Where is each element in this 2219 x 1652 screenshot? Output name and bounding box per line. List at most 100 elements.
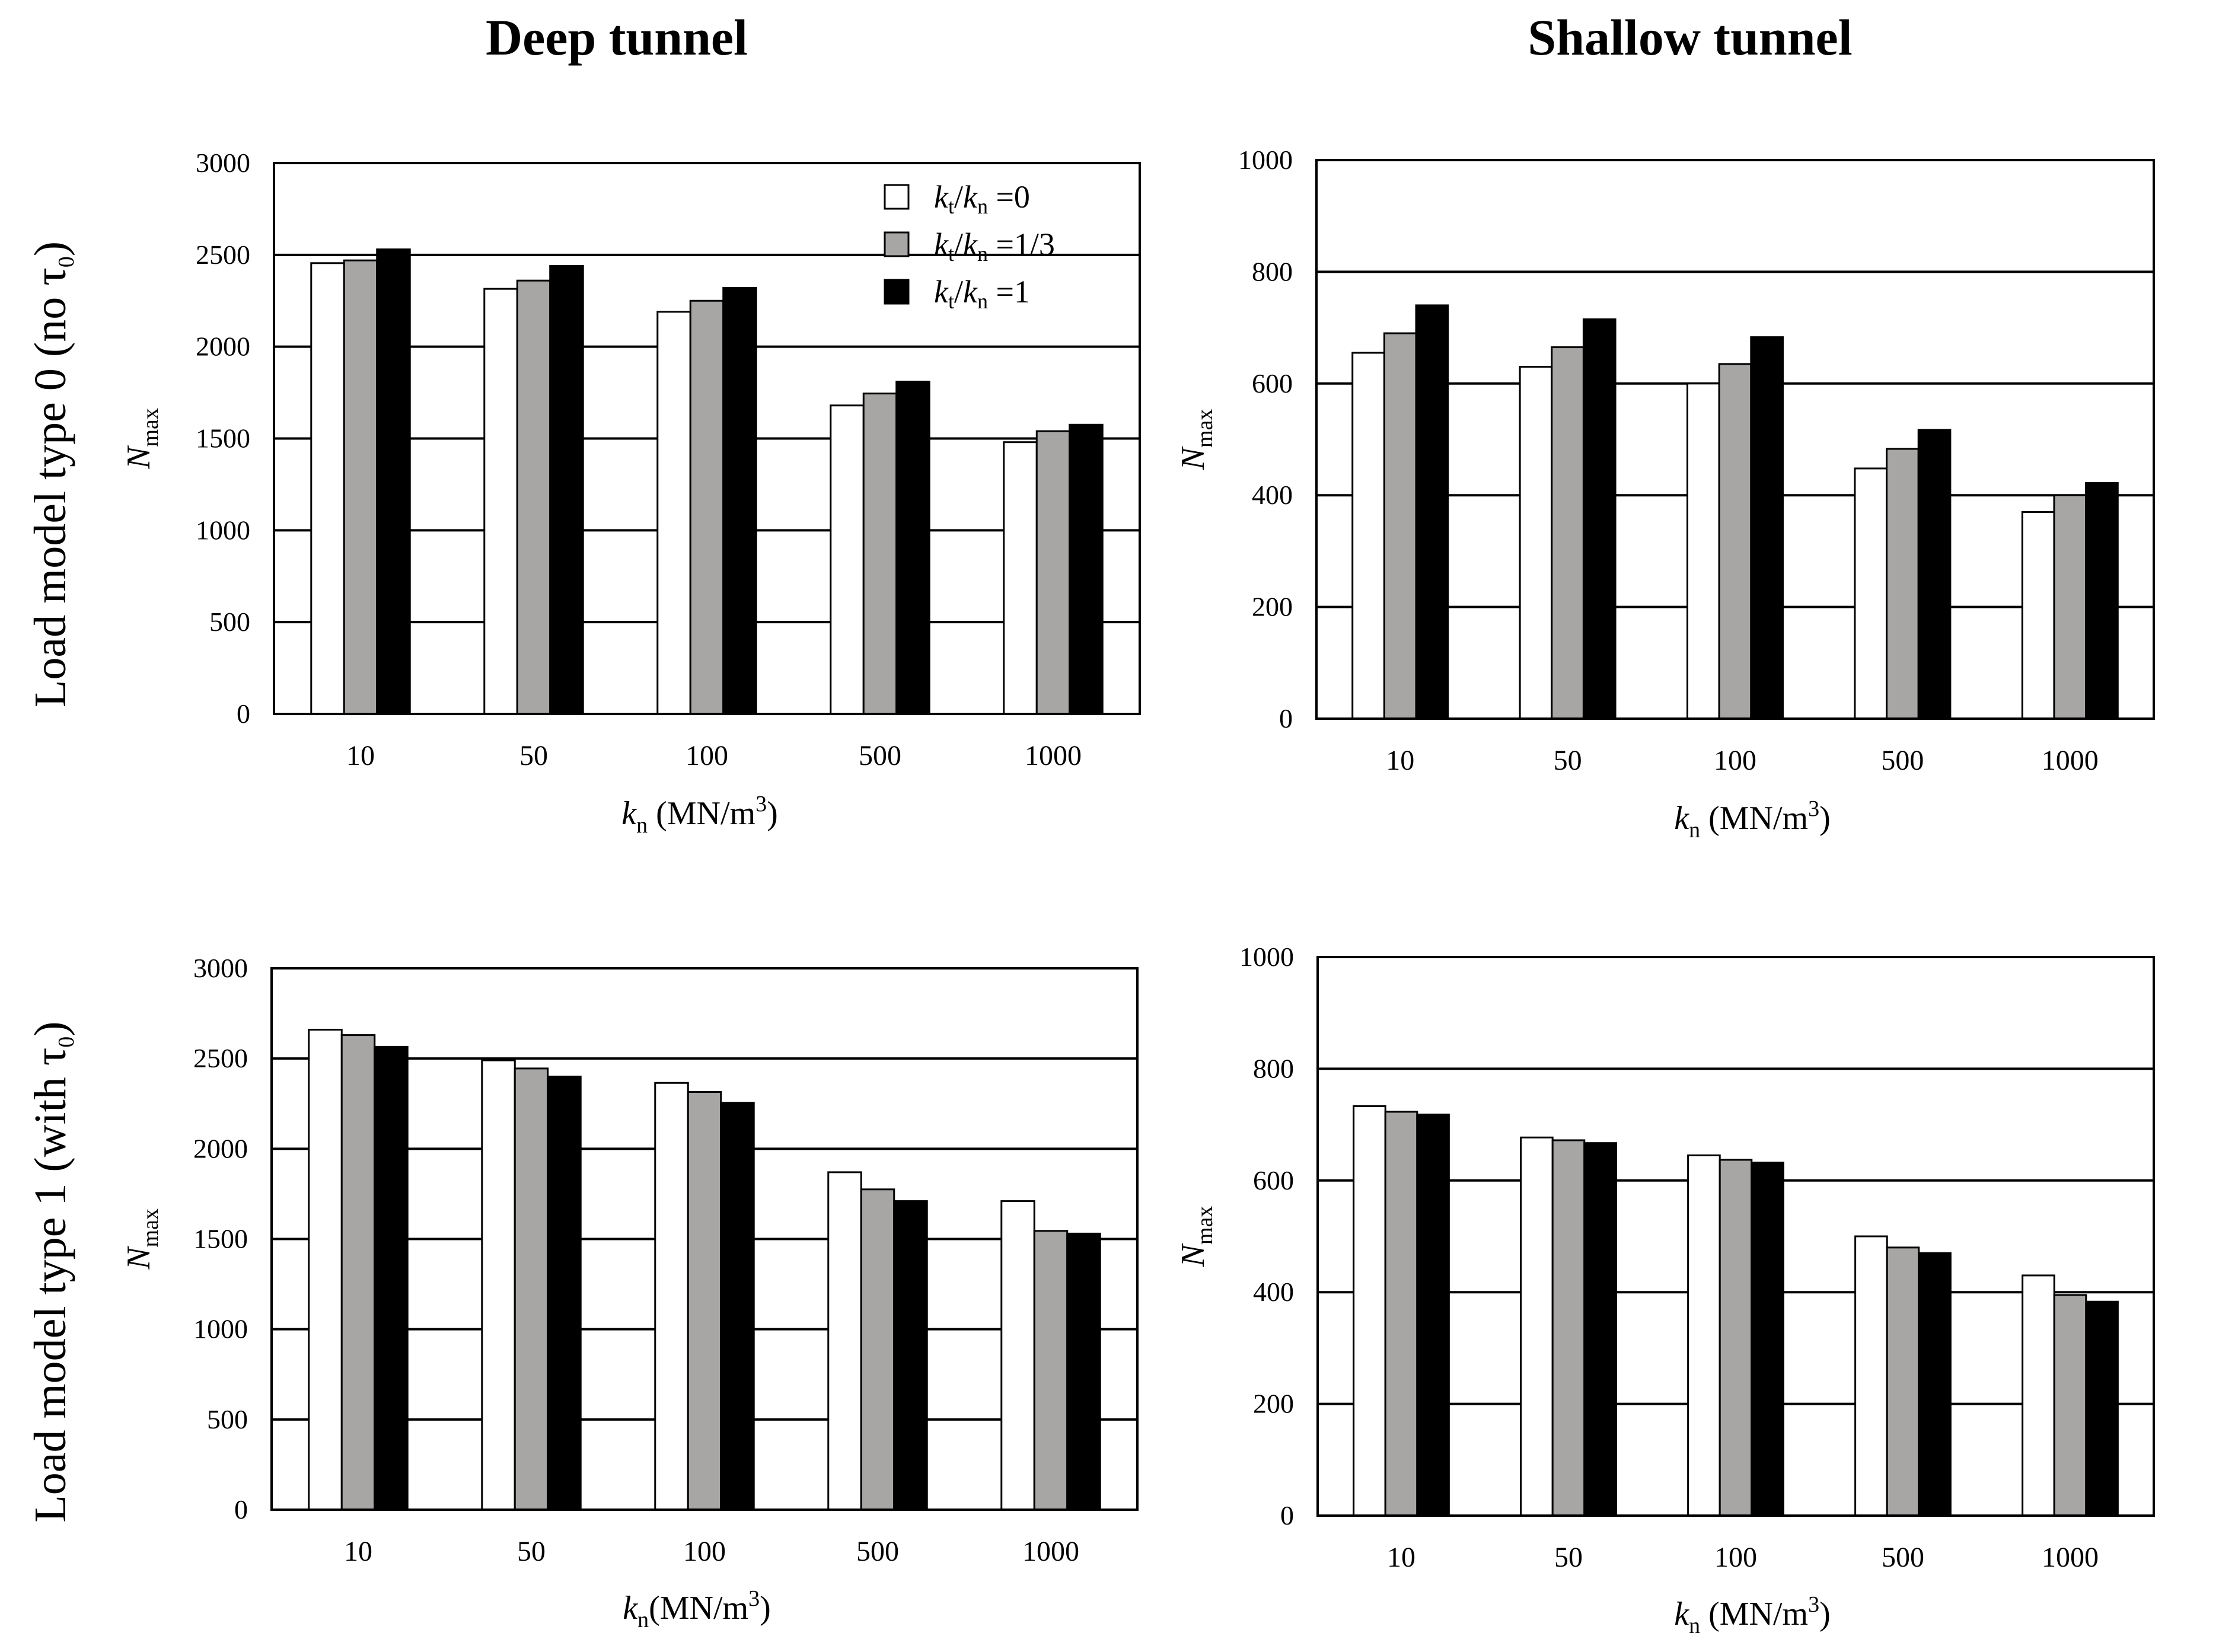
bar-kt-kn-0-1000: [1000, 1200, 1035, 1511]
bar-kt-kn-1-100: [722, 287, 757, 715]
bar-kt-kn-1-500: [895, 381, 930, 715]
chart-shallow-type1: 0 200 400 600 800 1000 10 50 100 500 1000 kn (MN/m3…: [1175, 942, 2155, 1638]
bar-kt-kn-1-1000: [1069, 423, 1104, 715]
bar-kt-kn-1-3-50: [1551, 346, 1584, 720]
legend: kt/kn =0 kt/kn =1/3 kt/kn =1: [884, 179, 1055, 313]
x-tick-label: 10: [1386, 745, 1414, 776]
y-tick-label: 800: [1253, 1053, 1294, 1083]
y-tick-label: 1000: [196, 515, 250, 545]
bar-kt-kn-1-500: [1918, 1252, 1952, 1517]
x-axis-label: kn (MN/m3): [1674, 1592, 1831, 1638]
x-tick-label: 500: [856, 1536, 899, 1567]
bar-kt-kn-1-100: [1750, 336, 1784, 720]
y-tick-label: 800: [1252, 256, 1293, 286]
x-tick-label: 50: [517, 1536, 546, 1567]
bar-kt-kn-1-500: [893, 1200, 928, 1511]
x-tick-label: 50: [1554, 1542, 1583, 1573]
y-tick-label: 200: [1252, 592, 1293, 622]
y-tick-label: 600: [1253, 1165, 1294, 1195]
bar-kt-kn-0-50: [483, 288, 518, 715]
bar-kt-kn-0-10: [308, 1028, 343, 1511]
y-tick-label: 600: [1252, 368, 1293, 398]
y-tick-label: 200: [1253, 1389, 1294, 1419]
x-tick-label: 1000: [1025, 740, 1082, 771]
x-tick-label: 1000: [2042, 1542, 2099, 1573]
bar-kt-kn-1-3-1000: [1035, 430, 1071, 715]
x-tick-label: 500: [1881, 745, 1924, 776]
bar-kt-kn-0-10: [310, 262, 345, 715]
bar-kt-kn-1-3-100: [1719, 1159, 1753, 1517]
x-axis-label: kn (MN/m3): [621, 792, 778, 838]
bar-kt-kn-0-1000: [1003, 441, 1038, 715]
bar-kt-kn-1-3-50: [1551, 1139, 1586, 1517]
bar-kt-kn-0-1000: [2021, 511, 2055, 720]
y-tick-label: 1500: [196, 423, 250, 454]
x-tick-label: 500: [859, 740, 901, 771]
bar-kt-kn-0-500: [1854, 467, 1888, 720]
y-axis-label: Nmax: [120, 408, 163, 470]
bar-kt-kn-0-100: [1686, 382, 1720, 720]
y-tick-label: 1500: [193, 1224, 248, 1254]
bar-kt-kn-0-500: [1854, 1235, 1888, 1517]
column-title-shallow: Shallow tunnel: [1528, 9, 1852, 66]
bar-kt-kn-0-100: [1687, 1154, 1721, 1517]
bar-kt-kn-1-3-10: [343, 259, 378, 715]
plot-frame: [273, 162, 1141, 715]
legend-swatch-2: [884, 279, 910, 305]
bar-kt-kn-0-10: [1351, 352, 1385, 720]
legend-swatch-0: [884, 184, 910, 210]
x-axis-label: kn(MN/m3): [623, 1586, 771, 1632]
legend-label-2: kt/kn =1: [934, 274, 1030, 313]
bar-kt-kn-1-100: [1751, 1162, 1784, 1517]
y-tick-label: 2500: [193, 1043, 248, 1073]
bar-kt-kn-1-3-1000: [2053, 494, 2087, 720]
bar-kt-kn-1-3-10: [1383, 332, 1417, 720]
bar-kt-kn-0-100: [656, 311, 691, 715]
y-tick-label: 3000: [193, 953, 248, 983]
bar-kt-kn-1-1000: [2085, 1300, 2119, 1517]
chart-shallow-type0: 0 200 400 600 800 1000 10 50 100 500 1000 kn (MN/m3…: [1175, 145, 2155, 843]
bar-kt-kn-1-50: [549, 264, 584, 715]
bar-kt-kn-0-100: [654, 1082, 689, 1511]
bar-kt-kn-1-3-100: [1718, 363, 1752, 720]
bar-kt-kn-1-3-10: [340, 1034, 376, 1511]
legend-label-1: kt/kn =1/3: [934, 227, 1055, 266]
bar-kt-kn-1-3-100: [689, 299, 725, 715]
bar-kt-kn-0-10: [1353, 1105, 1386, 1517]
x-tick-label: 100: [686, 740, 728, 771]
y-tick-label: 0: [1279, 703, 1293, 733]
bar-kt-kn-1-50: [1583, 1142, 1617, 1517]
x-tick-label: 10: [1387, 1542, 1415, 1573]
x-tick-label: 1000: [1022, 1536, 1079, 1567]
bar-kt-kn-1-3-10: [1384, 1111, 1418, 1517]
bar-kt-kn-1-500: [1917, 429, 1952, 720]
plot-frame: [270, 967, 1139, 1511]
column-title-deep: Deep tunnel: [486, 9, 748, 66]
bar-kt-kn-1-1000: [1066, 1232, 1101, 1511]
row-title-type1: Load model type 1 (with τ0): [25, 1021, 79, 1522]
bar-kt-kn-0-50: [1519, 366, 1553, 720]
bar-kt-kn-1-3-500: [860, 1188, 895, 1511]
y-tick-label: 1000: [193, 1314, 248, 1344]
x-tick-label: 50: [1554, 745, 1582, 776]
bar-kt-kn-1-50: [547, 1076, 582, 1511]
bar-kt-kn-0-500: [830, 404, 865, 715]
bar-kt-kn-0-50: [1520, 1136, 1554, 1517]
bar-kt-kn-1-100: [720, 1102, 755, 1511]
plot-frame: [1315, 159, 2155, 720]
chart-deep-type1: 0 500 1000 1500 2000 2500 3000 10 50 100 500 1000 kn…: [120, 953, 1139, 1632]
plot-frame: [1316, 956, 2155, 1517]
bar-kt-kn-1-3-500: [1886, 1246, 1920, 1517]
bar-kt-kn-1-10: [376, 248, 411, 715]
y-tick-label: 2000: [196, 331, 250, 362]
x-tick-label: 50: [519, 740, 548, 771]
y-axis-label: Nmax: [120, 1208, 163, 1270]
y-axis-label: Nmax: [1175, 409, 1217, 471]
bar-kt-kn-1-10: [374, 1045, 409, 1511]
bar-kt-kn-0-1000: [2022, 1274, 2055, 1517]
x-tick-label: 100: [1714, 745, 1756, 776]
y-tick-label: 400: [1253, 1277, 1294, 1307]
bar-kt-kn-1-3-100: [687, 1090, 722, 1511]
x-tick-label: 10: [346, 740, 375, 771]
